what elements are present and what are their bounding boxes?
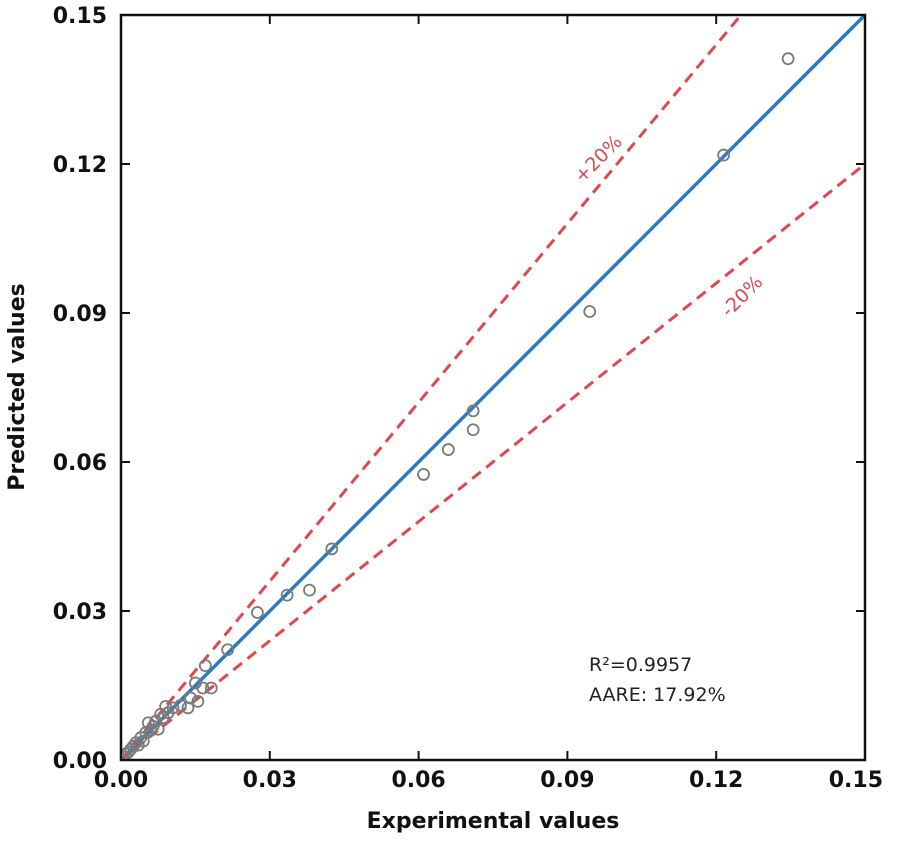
y-tick-label: 0.15 (53, 4, 107, 29)
x-tick-labels: 0.00 0.03 0.06 0.09 0.12 0.15 (94, 768, 883, 793)
y-tick-label: 0.00 (53, 749, 107, 774)
axis-ticks (120, 14, 866, 761)
data-point (221, 643, 235, 657)
x-tick-label: 0.06 (391, 768, 445, 793)
y-tick-label: 0.06 (53, 451, 107, 476)
data-point (441, 443, 455, 456)
x-axis-title: Experimental values (367, 809, 620, 834)
data-point (417, 468, 430, 481)
data-point (781, 52, 795, 66)
y-tick-labels: 0.00 0.03 0.06 0.09 0.12 0.15 (53, 4, 107, 774)
data-point (136, 734, 150, 748)
y-tick-label: 0.12 (53, 153, 107, 178)
data-points (121, 52, 795, 760)
data-point (166, 701, 180, 715)
x-tick-label: 0.00 (94, 768, 148, 793)
data-point (191, 694, 205, 708)
data-point (159, 699, 173, 713)
plus-20-line (121, 15, 743, 760)
data-point (174, 698, 187, 712)
data-point (583, 305, 597, 318)
data-point (717, 148, 731, 162)
y-axis-title: Predicted values (5, 283, 30, 490)
plot-frame (119, 13, 867, 762)
data-point (250, 606, 264, 619)
data-point (280, 588, 294, 602)
reference-lines (121, 15, 865, 760)
data-point (151, 722, 165, 736)
x-tick-label: 0.03 (243, 768, 297, 793)
data-point (303, 583, 316, 597)
x-tick-label: 0.12 (689, 768, 743, 793)
aare-annotation: AARE: 17.92% (589, 684, 726, 706)
identity-line (121, 15, 865, 760)
data-point (198, 659, 212, 673)
minus-20-line (121, 162, 865, 760)
data-point (466, 404, 480, 418)
x-tick-label: 0.09 (540, 768, 594, 793)
data-point (325, 542, 339, 556)
data-point (196, 681, 210, 695)
y-tick-label: 0.09 (53, 302, 107, 327)
data-point (204, 681, 218, 695)
r-squared-annotation: R²=0.9957 (589, 654, 692, 676)
y-tick-label: 0.03 (53, 600, 107, 625)
data-point (466, 423, 480, 437)
data-point (184, 691, 197, 705)
x-tick-label: 0.15 (829, 768, 883, 793)
